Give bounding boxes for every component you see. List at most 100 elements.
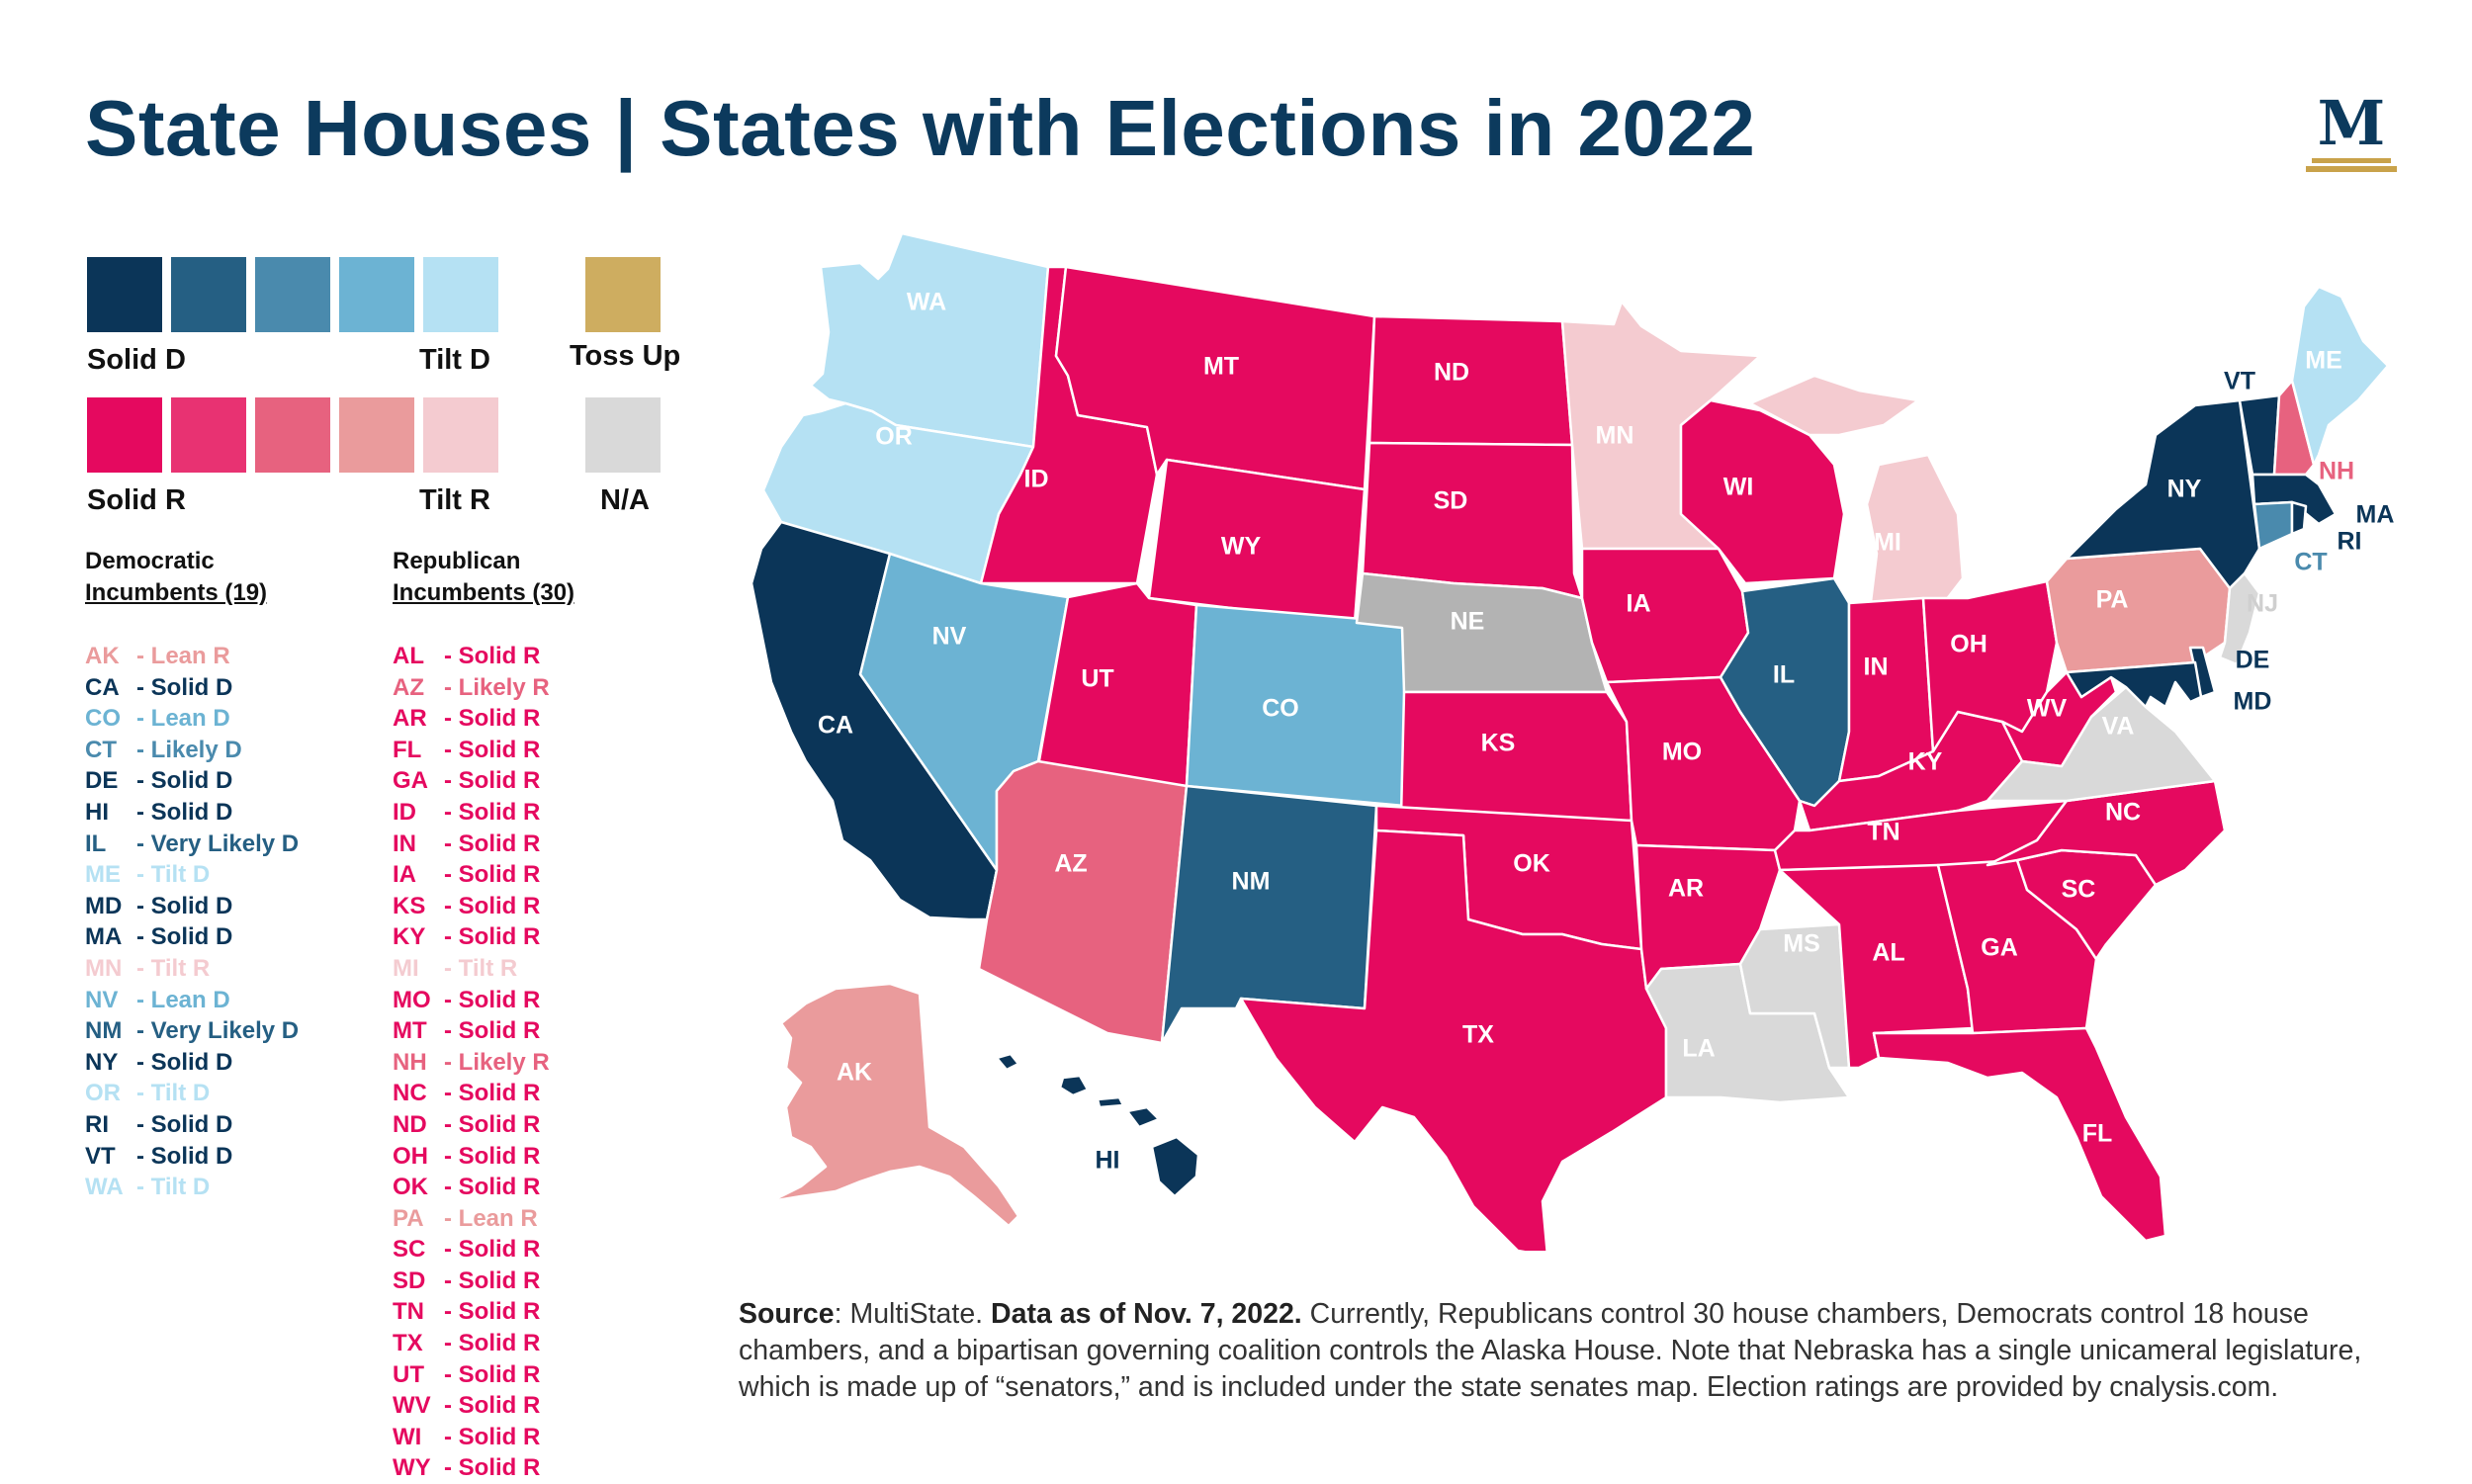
state-NM: [1160, 784, 1378, 1045]
map-label-or: OR: [875, 423, 913, 451]
state-abbr: CA: [85, 673, 120, 701]
map-label-ga: GA: [1981, 934, 2018, 962]
state-abbr: AZ: [393, 673, 424, 701]
swatch-likely-d: [255, 257, 330, 332]
map-label-ne: NE: [1451, 608, 1485, 636]
rating: - Tilt R: [136, 954, 211, 982]
map-label-ky: KY: [1908, 748, 1943, 776]
map-label-in: IN: [1864, 654, 1889, 681]
incumbent-hi: HI - Solid D: [85, 797, 299, 829]
incumbent-id: ID - Solid R: [393, 797, 550, 829]
dem-incumbents-list: AK - Lean R CA - Solid D CO - Lean D CT - Likel…: [85, 641, 299, 1203]
incumbent-wi: WI - Solid R: [393, 1422, 550, 1453]
map-label-ut: UT: [1081, 665, 1113, 693]
legend-label-tilt-r: Tilt R: [419, 484, 490, 516]
map-label-ar: AR: [1668, 875, 1704, 903]
rating: - Solid R: [444, 829, 541, 857]
incumbent-tn: TN - Solid R: [393, 1296, 550, 1328]
state-abbr: MD: [85, 892, 123, 919]
map-label-vt: VT: [2224, 368, 2255, 395]
rating: - Solid R: [444, 1423, 541, 1450]
swatch-lean-r-strong: [255, 397, 330, 473]
legend-label-toss-up: Toss Up: [570, 340, 681, 372]
state-abbr: OH: [393, 1142, 428, 1170]
incumbent-ma: MA - Solid D: [85, 921, 299, 953]
incumbent-sc: SC - Solid R: [393, 1234, 550, 1266]
rating: - Solid D: [136, 1110, 233, 1138]
state-abbr: CT: [85, 736, 117, 763]
rating: - Very Likely D: [136, 829, 300, 857]
rating: - Solid R: [444, 923, 541, 951]
map-label-mt: MT: [1203, 353, 1239, 381]
incumbent-nm: NM - Very Likely D: [85, 1015, 299, 1047]
state-abbr: RI: [85, 1110, 109, 1138]
state-abbr: WI: [393, 1423, 422, 1450]
state-abbr: AK: [85, 643, 120, 669]
map-label-ma: MA: [2356, 501, 2395, 529]
rating: - Solid R: [444, 705, 541, 733]
state-NJ: [2218, 571, 2261, 666]
rating: - Likely R: [444, 673, 550, 701]
state-ND: [1368, 314, 1574, 447]
state-abbr: IN: [393, 829, 416, 857]
map-label-wi: WI: [1723, 474, 1754, 501]
incumbent-ak: AK - Lean R: [85, 641, 299, 672]
incumbent-nc: NC - Solid R: [393, 1078, 550, 1109]
state-RI: [2290, 500, 2308, 536]
legend-label-tilt-d: Tilt D: [419, 344, 490, 376]
state-WI: [1679, 398, 1846, 585]
incumbent-ga: GA - Solid R: [393, 765, 550, 797]
swatch-lean-r: [339, 397, 414, 473]
incumbent-mo: MO - Solid R: [393, 985, 550, 1016]
rating: - Solid D: [136, 1048, 233, 1076]
rating: - Solid D: [136, 1142, 233, 1170]
rating: - Solid R: [444, 798, 541, 826]
incumbent-mt: MT - Solid R: [393, 1015, 550, 1047]
state-abbr: TX: [393, 1330, 423, 1357]
map-label-tn: TN: [1867, 819, 1899, 846]
state-CT: [2252, 500, 2294, 551]
map-label-mi: MI: [1874, 529, 1901, 557]
rating: - Tilt D: [136, 1080, 211, 1107]
page-title: State Houses | States with Elections in …: [85, 84, 1756, 172]
incumbent-md: MD - Solid D: [85, 891, 299, 922]
state-AK: [769, 982, 1020, 1228]
swatch-solid-r: [87, 397, 162, 473]
state-abbr: AR: [393, 705, 427, 733]
incumbent-vt: VT - Solid D: [85, 1141, 299, 1173]
rep-incumbents-list: AL - Solid R AZ - Likely R AR - Solid R FL - So…: [393, 641, 550, 1484]
map-label-il: IL: [1773, 661, 1795, 689]
map-label-ia: IA: [1627, 590, 1651, 618]
map-label-co: CO: [1262, 695, 1299, 723]
state-abbr: FL: [393, 736, 422, 763]
map-label-va: VA: [2102, 713, 2135, 741]
incumbent-az: AZ - Likely R: [393, 672, 550, 704]
incumbent-ca: CA - Solid D: [85, 672, 299, 704]
incumbent-ct: CT - Likely D: [85, 735, 299, 766]
state-abbr: KS: [393, 892, 426, 919]
incumbent-nv: NV - Lean D: [85, 985, 299, 1016]
rating: - Solid R: [444, 986, 541, 1013]
state-abbr: KY: [393, 923, 426, 951]
state-abbr: OR: [85, 1080, 121, 1107]
map-label-fl: FL: [2082, 1120, 2113, 1148]
incumbent-sd: SD - Solid R: [393, 1266, 550, 1297]
state-abbr: NV: [85, 986, 119, 1013]
state-abbr: IL: [85, 829, 107, 857]
rating: - Tilt D: [136, 861, 211, 889]
rating: - Solid R: [444, 1392, 541, 1420]
map-label-nm: NM: [1232, 868, 1271, 896]
state-abbr: HI: [85, 798, 109, 826]
rating: - Solid D: [136, 892, 233, 919]
map-label-la: LA: [1682, 1035, 1715, 1063]
incumbent-nh: NH - Likely R: [393, 1047, 550, 1079]
map-label-al: AL: [1872, 939, 1904, 967]
rating: - Tilt D: [136, 1174, 211, 1201]
incumbent-ks: KS - Solid R: [393, 891, 550, 922]
state-HI: [995, 1052, 1200, 1198]
incumbent-ky: KY - Solid R: [393, 921, 550, 953]
state-KS: [1399, 690, 1633, 823]
swatch-very-likely-d: [171, 257, 246, 332]
state-abbr: GA: [393, 767, 428, 795]
rating: - Solid R: [444, 1454, 541, 1482]
